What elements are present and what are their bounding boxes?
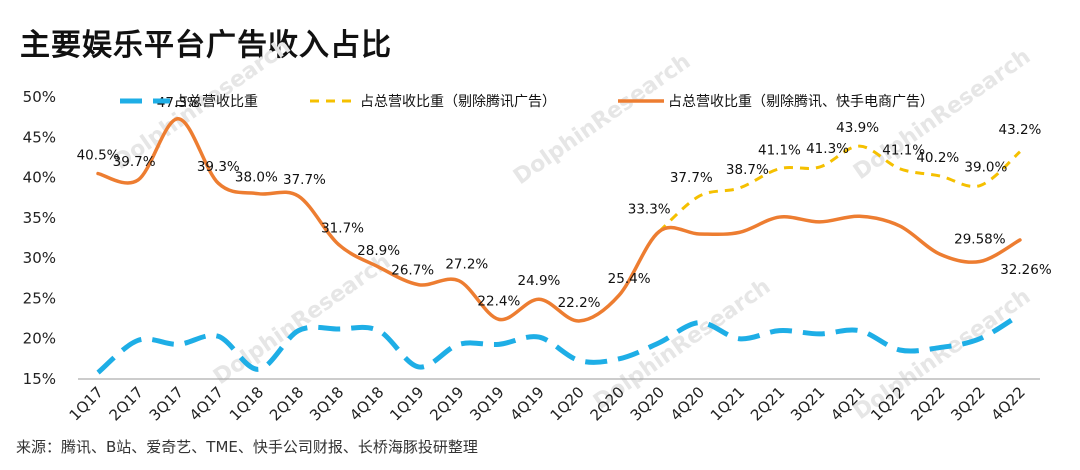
legend: 占总营收比重 占总营收比重（剔除腾讯广告） 占总营收比重（剔除腾讯、快手电商广告）	[120, 93, 934, 110]
data-label: 39.7%	[113, 154, 156, 170]
x-tick-label: 1Q21	[707, 383, 748, 424]
data-label: 38.0%	[235, 170, 278, 186]
y-axis: 15% 20% 25% 30% 35% 40% 45% 50%	[23, 88, 56, 388]
legend-label-1: 占总营收比重（剔除腾讯广告）	[360, 93, 556, 110]
legend-label-2: 占总营收比重（剔除腾讯、快手电商广告）	[668, 93, 934, 110]
x-tick-label: 3Q22	[947, 383, 988, 424]
series-line-2	[96, 117, 1022, 323]
y-tick-label: 25%	[23, 289, 56, 307]
x-tick-label: 4Q19	[506, 383, 547, 424]
x-tick-label: 2Q21	[747, 383, 788, 424]
x-tick-label: 2Q18	[266, 383, 307, 424]
watermark-text: DolphinResearch	[509, 49, 695, 190]
y-tick-label: 15%	[23, 370, 56, 388]
data-label: 25.4%	[608, 271, 651, 287]
y-tick-label: 20%	[23, 330, 56, 348]
y-tick-label: 40%	[23, 169, 56, 187]
x-tick-label: 3Q21	[787, 383, 828, 424]
x-tick-label: 4Q20	[667, 383, 708, 424]
data-label: 37.7%	[670, 170, 713, 186]
x-tick-label: 3Q18	[306, 383, 347, 424]
x-tick-label: 4Q17	[186, 383, 227, 424]
series-lines	[96, 117, 1022, 375]
data-label: 43.9%	[836, 120, 879, 136]
series-line-0	[96, 312, 1022, 375]
x-tick-label: 1Q19	[386, 383, 427, 424]
watermark-text: DolphinResearch	[209, 249, 395, 390]
x-tick-label: 4Q18	[346, 383, 387, 424]
data-label: 39.3%	[197, 159, 240, 175]
data-label: 39.0%	[964, 160, 1007, 176]
chart-title: 主要娱乐平台广告收入占比	[20, 28, 392, 63]
x-tick-label: 1Q17	[66, 383, 107, 424]
x-tick-label: 1Q20	[547, 383, 588, 424]
data-label: 40.5%	[77, 148, 120, 164]
data-labels: 40.5%39.7%47.3%39.3%38.0% 37.7%31.7%28.9%…	[77, 95, 1052, 311]
x-tick-label: 3Q17	[146, 383, 187, 424]
x-tick-label: 1Q18	[226, 383, 267, 424]
y-tick-label: 30%	[23, 249, 56, 267]
x-axis: 1Q172Q173Q174Q171Q182Q183Q184Q181Q192Q19…	[66, 378, 1040, 424]
source-note: 来源：腾讯、B站、爱奇艺、TME、快手公司财报、长桥海豚投研整理	[16, 438, 478, 456]
data-label: 26.7%	[391, 263, 434, 279]
x-tick-label: 4Q22	[987, 383, 1028, 424]
data-label: 41.3%	[806, 141, 849, 157]
data-label: 40.2%	[916, 150, 959, 166]
data-label: 33.3%	[628, 202, 671, 218]
data-label: 41.1%	[758, 143, 801, 159]
data-label: 27.2%	[445, 257, 488, 273]
legend-label-0: 占总营收比重	[174, 94, 258, 110]
y-tick-label: 45%	[23, 128, 56, 146]
x-tick-label: 3Q19	[466, 383, 507, 424]
data-label: 22.4%	[477, 293, 520, 309]
x-tick-label: 2Q17	[106, 383, 147, 424]
data-label: 29.58%	[954, 232, 1006, 248]
data-label: 37.7%	[283, 172, 326, 188]
data-label: 41.1%	[882, 143, 925, 159]
y-tick-label: 50%	[23, 88, 56, 106]
data-label: 32.26%	[1000, 262, 1052, 278]
y-tick-label: 35%	[23, 209, 56, 227]
data-label: 24.9%	[518, 273, 561, 289]
data-label: 28.9%	[357, 243, 400, 259]
x-tick-label: 2Q19	[426, 383, 467, 424]
data-label: 38.7%	[726, 162, 769, 178]
data-label: 31.7%	[321, 220, 364, 236]
data-label: 43.2%	[999, 122, 1042, 138]
data-label: 22.2%	[558, 295, 601, 311]
